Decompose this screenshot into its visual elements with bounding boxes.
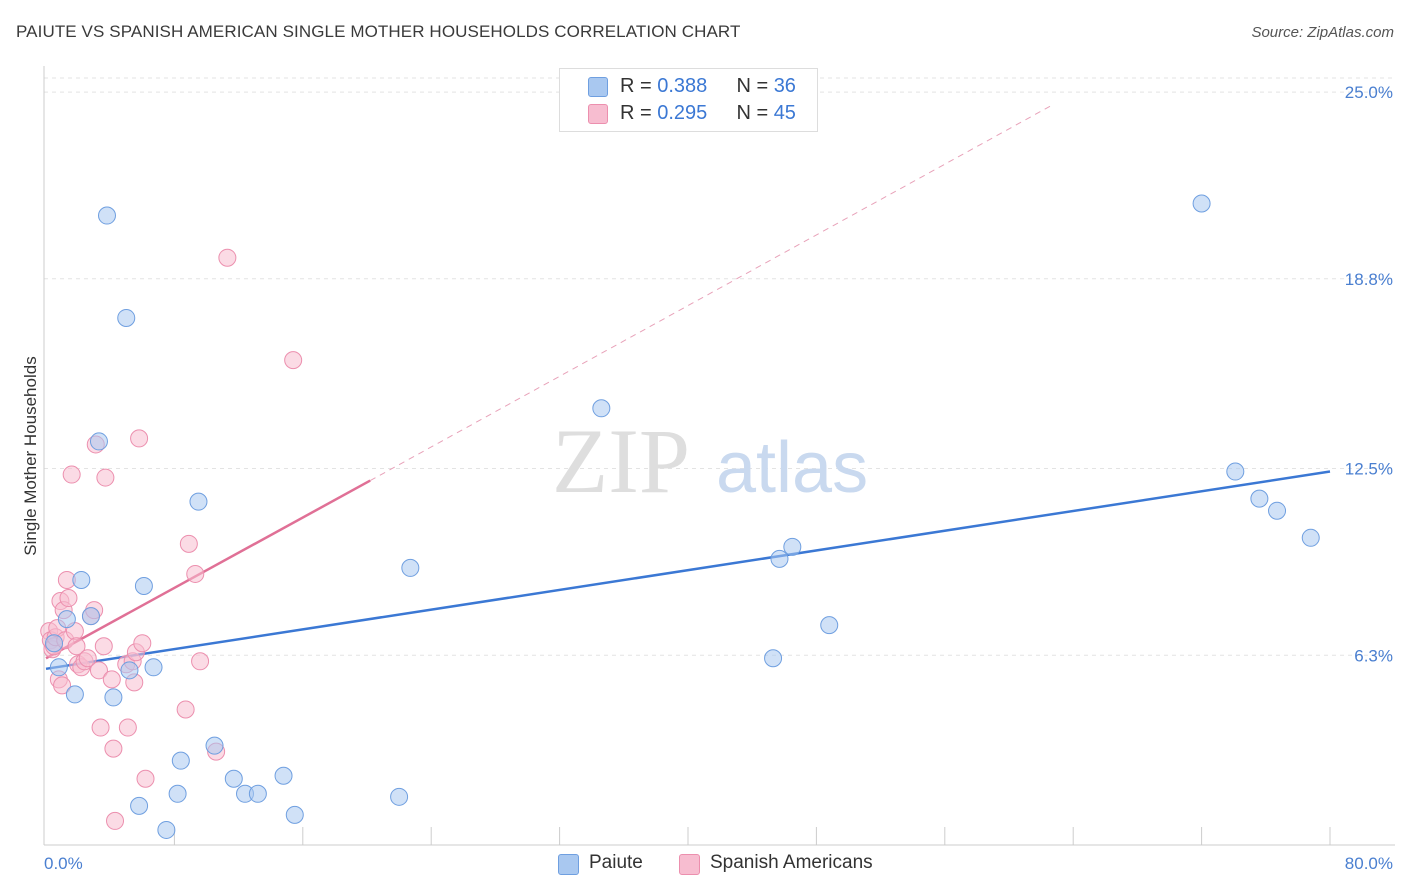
legend-swatch-spanish [588,104,608,124]
y-tick-labels: 6.3% 12.5% 18.8% 25.0% [1345,83,1393,665]
data-point [133,634,152,653]
data-point [62,465,81,484]
data-point [783,537,802,556]
data-point [770,549,789,568]
data-point [120,661,139,680]
data-point [144,658,163,677]
y-axis-label: Single Mother Households [21,356,40,555]
data-point [59,589,78,608]
data-point [102,670,121,689]
data-point [179,534,198,553]
data-point [97,206,116,225]
watermark: ZIP atlas [552,410,868,512]
data-point [284,351,303,370]
data-point [91,718,110,737]
data-point [81,607,100,626]
data-point [224,769,243,788]
data-point [89,661,108,680]
data-point [117,308,136,327]
data-point [104,739,123,758]
data-point [390,787,409,806]
legend-label-paiute: Paiute [589,852,643,873]
data-point [1268,501,1287,520]
trend-line-extension [369,103,1055,482]
data-point [1192,194,1211,213]
data-point [130,796,149,815]
data-point [130,429,149,448]
data-point [189,492,208,511]
legend-swatch-paiute [558,854,579,875]
x-tick-label: 80.0% [1345,854,1393,873]
legend-row-spanish: R = 0.295 N = 45 [560,102,817,126]
data-point [764,649,783,668]
data-point [72,570,91,589]
data-point [176,700,195,719]
data-point [134,576,153,595]
data-point [45,634,64,653]
legend-label-spanish: Spanish Americans [710,852,873,873]
x-tick-label: 0.0% [44,854,83,873]
data-point [78,649,97,668]
data-point [67,637,86,656]
data-point [53,676,72,695]
watermark-zip: ZIP [552,410,690,512]
data-point [248,784,267,803]
data-point [820,616,839,635]
data-point [96,468,115,487]
n-value: 36 [773,75,796,97]
data-point [104,688,123,707]
n-label: N = [736,75,774,97]
y-tick-label: 18.8% [1345,270,1393,289]
watermark-atlas: atlas [716,428,868,508]
gridlines [44,77,1395,656]
data-point [136,769,155,788]
data-points [40,194,1320,839]
data-point [168,784,187,803]
chart-title: PAIUTE VS SPANISH AMERICAN SINGLE MOTHER… [16,22,741,41]
legend-text-spanish: R = 0.295 N = 45 [620,102,796,125]
legend-swatch-paiute [588,77,608,97]
data-point [1301,528,1320,547]
data-point [1250,489,1269,508]
data-point [65,685,84,704]
data-point [171,751,190,770]
legend-text-paiute: R = 0.388 N = 36 [620,75,796,98]
trend-line [45,470,1331,671]
data-point [205,736,224,755]
data-point [57,610,76,629]
data-point [106,811,125,830]
data-point [157,820,176,839]
data-point [191,652,210,671]
y-tick-label: 6.3% [1354,646,1393,665]
trend-line [45,479,371,660]
r-label: R = [620,102,658,124]
data-point [218,248,237,267]
data-point [285,805,304,824]
correlation-legend: R = 0.388 N = 36 R = 0.295 N = 45 [559,68,818,132]
x-tick-labels: 0.0% 80.0% [44,854,1393,873]
data-point [1226,462,1245,481]
r-value: 0.295 [657,102,708,124]
data-point [401,558,420,577]
r-value: 0.388 [657,75,708,97]
data-point [94,637,113,656]
n-label: N = [736,102,774,124]
axes [43,66,1395,846]
data-point [49,658,68,677]
y-tick-label: 12.5% [1345,460,1393,479]
data-point [274,766,293,785]
data-point [89,432,108,451]
legend-swatch-spanish [679,854,700,875]
data-point [592,399,611,418]
n-value: 45 [773,102,796,124]
y-tick-label: 25.0% [1345,83,1393,102]
data-point [118,718,137,737]
trend-lines [45,103,1331,671]
legend-row-paiute: R = 0.388 N = 36 [560,75,817,99]
r-label: R = [620,75,658,97]
data-point [186,564,205,583]
source-label: Source: ZipAtlas.com [1251,24,1394,41]
